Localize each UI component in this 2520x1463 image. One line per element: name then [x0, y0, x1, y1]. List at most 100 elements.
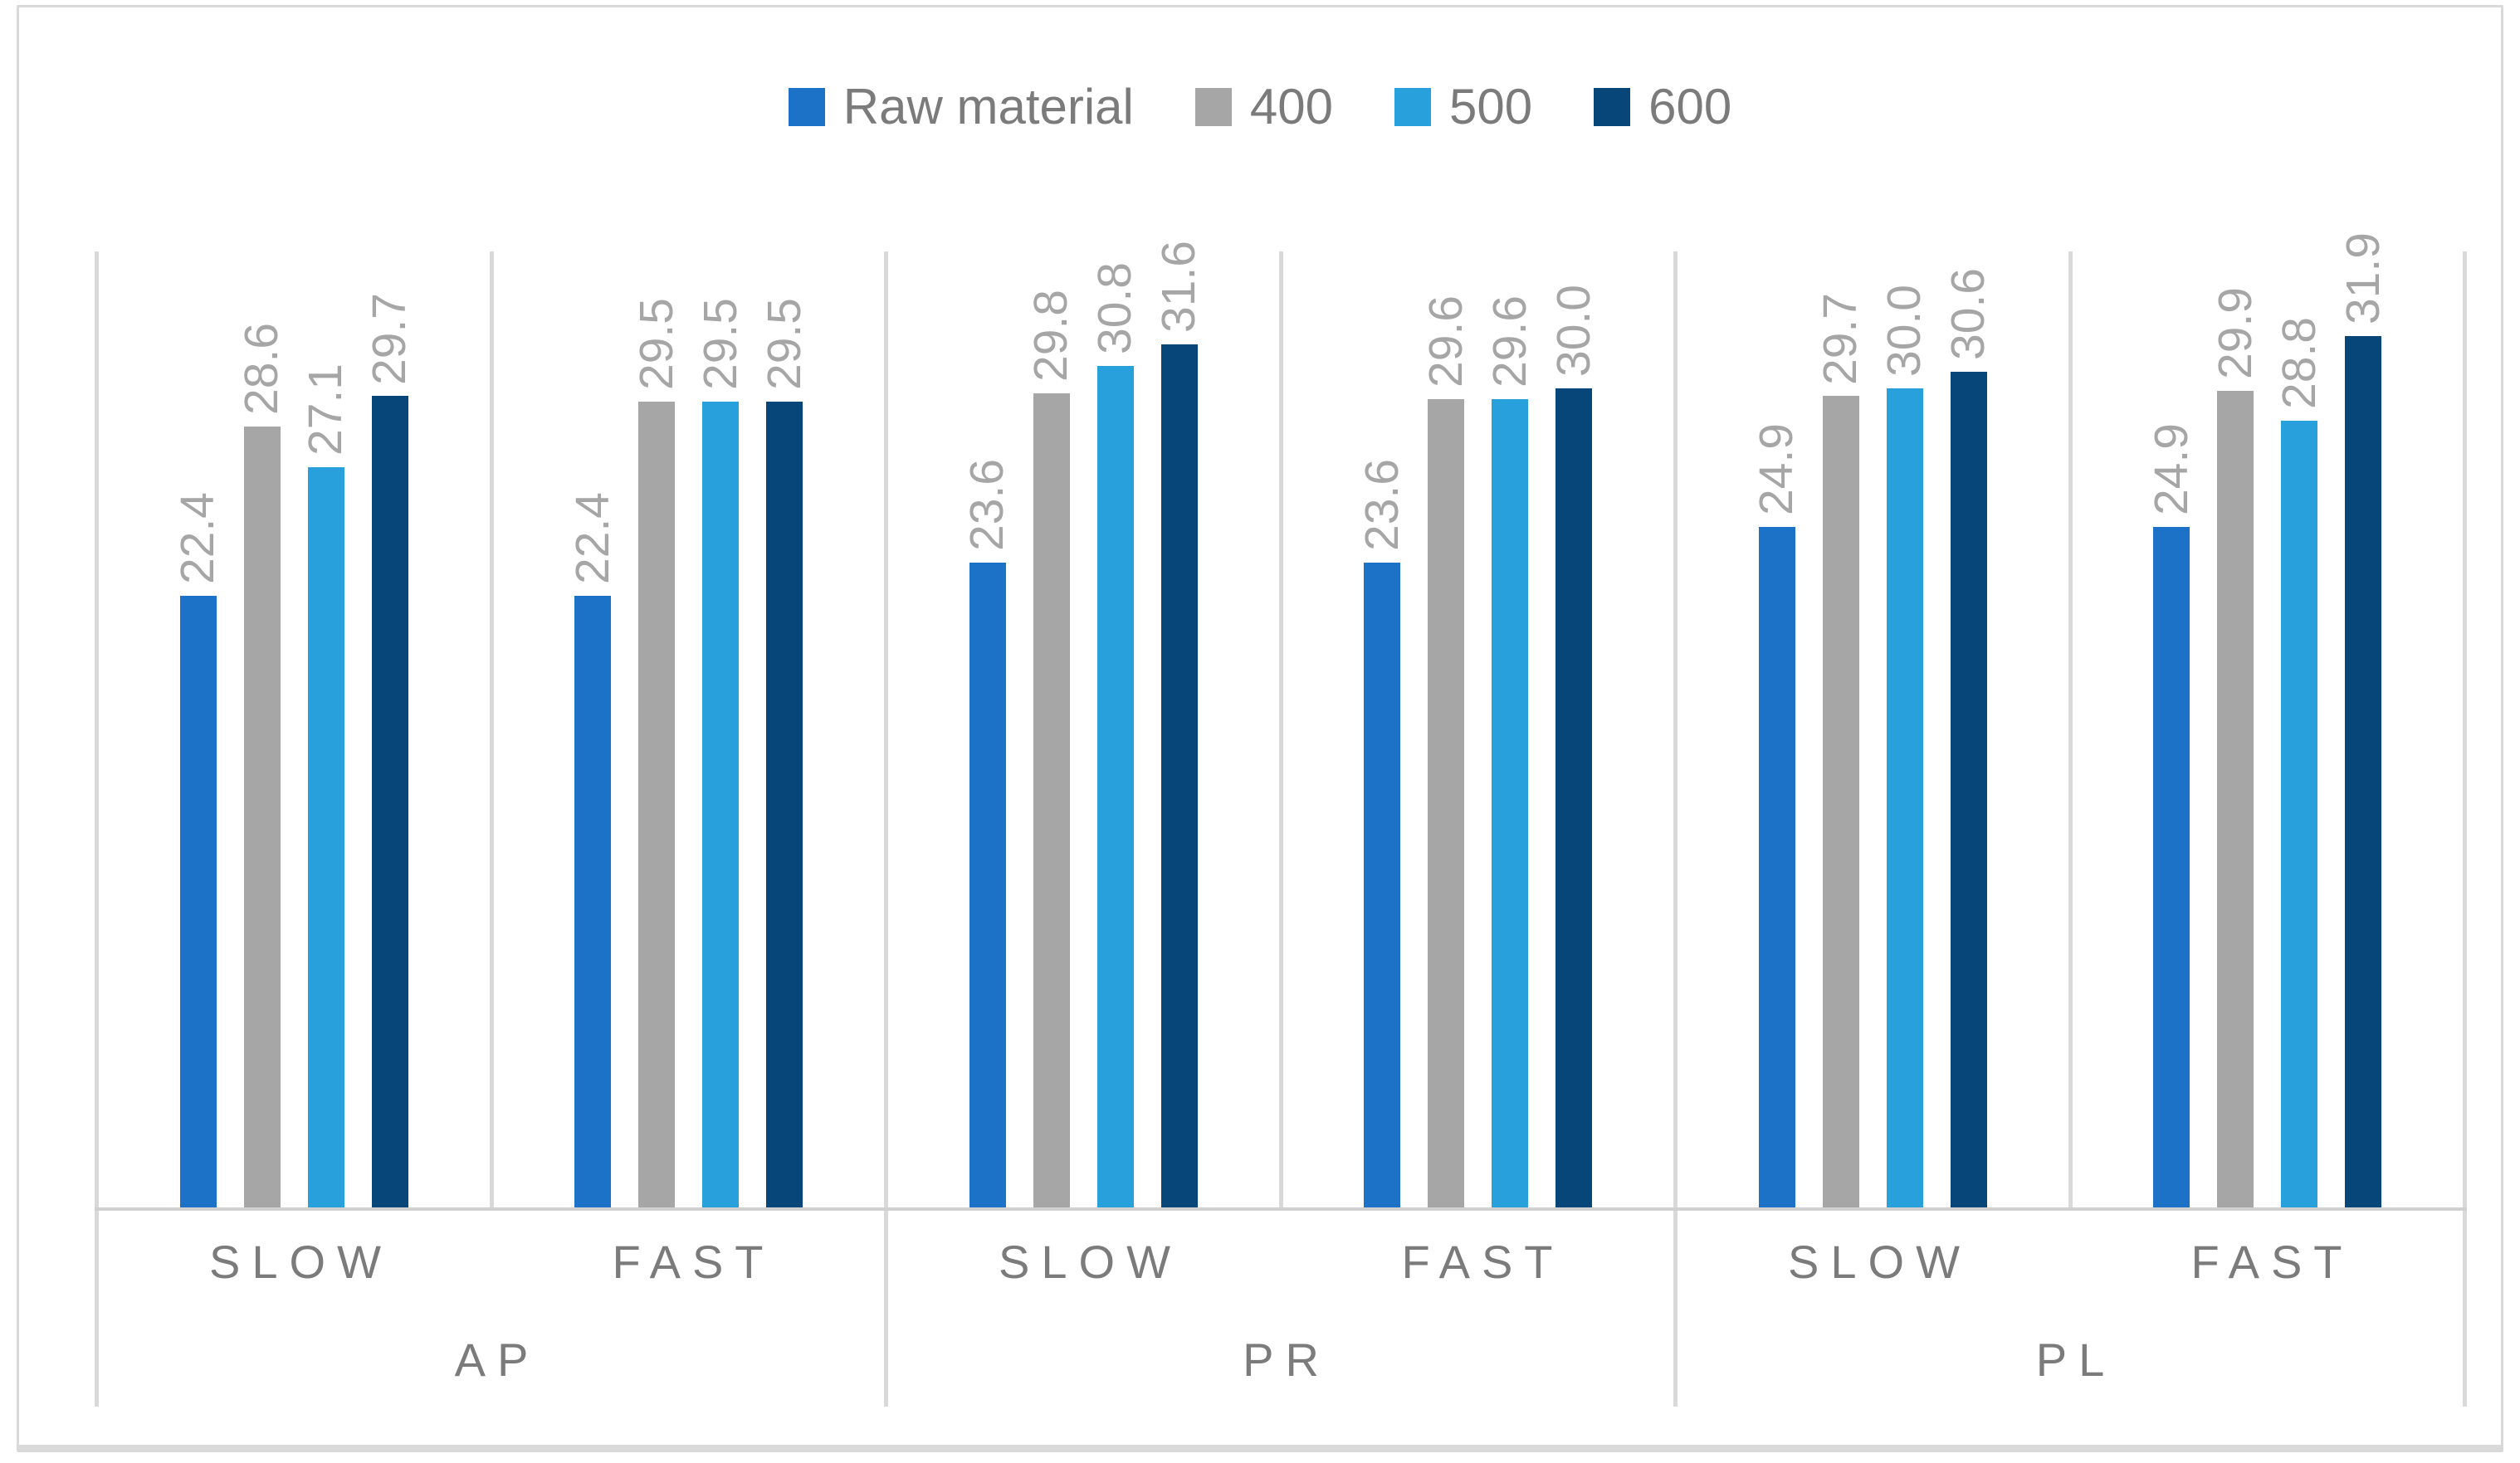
- bar-500: 29.5: [694, 298, 747, 1207]
- bar-value-label-box: 22.4: [171, 492, 224, 584]
- bar-value-label-box: 29.9: [2209, 287, 2262, 379]
- bar-raw-material: 24.9: [2145, 423, 2198, 1207]
- bar-value-label-box: 30.0: [1878, 285, 1931, 377]
- bar-value-label: 27.1: [299, 363, 353, 456]
- panel-pl-slow: 24.9 29.7 30.0 30.6: [1673, 251, 2068, 1207]
- legend-item-500: 500: [1394, 78, 1532, 135]
- bar-value-label-box: 31.6: [1152, 241, 1205, 333]
- bar-value-label-box: 23.6: [1355, 459, 1409, 551]
- axis-label-pr-fast: FAST: [1401, 1235, 1565, 1288]
- bar-600: 30.6: [1941, 268, 1995, 1207]
- bar-400: 29.9: [2209, 287, 2262, 1207]
- legend-swatch-400: [1194, 87, 1232, 126]
- bar-value-label-box: 28.8: [2273, 317, 2326, 409]
- bar-value-label: 29.7: [363, 292, 417, 385]
- panel-pr-fast: 23.6 29.6 29.6 30.0: [1278, 251, 1674, 1207]
- bar-600: 31.9: [2337, 232, 2390, 1207]
- axis-label-ap-slow: SLOW: [209, 1235, 393, 1288]
- panel-pl-fast: 24.9 29.9 28.8 31.9: [2068, 232, 2467, 1207]
- axis-label-pl-slow: SLOW: [1788, 1235, 1971, 1288]
- legend-swatch-500: [1394, 87, 1431, 126]
- category-axis: SLOW FAST AP SLOW FAST PR SLOW FAST PL: [95, 1211, 2467, 1407]
- bar-value-label: 22.4: [565, 491, 619, 584]
- bar-value-label-box: 29.6: [1419, 295, 1472, 388]
- bar-value-label: 30.8: [1088, 262, 1142, 355]
- bar-value-label: 29.7: [1814, 292, 1868, 385]
- legend-label: 600: [1648, 79, 1732, 134]
- bar-raw-material: 24.9: [1750, 423, 1803, 1207]
- bar-value-label-box: 24.9: [2145, 423, 2198, 515]
- axis-label-section-pr: PR: [1243, 1333, 1331, 1386]
- bar-400: 29.5: [630, 298, 683, 1207]
- legend-label: Raw material: [842, 79, 1134, 134]
- legend-item-600: 600: [1594, 78, 1731, 135]
- bar-value-label: 28.6: [235, 322, 289, 415]
- bar-value-label-box: 30.8: [1088, 262, 1141, 354]
- bar-400: 28.6: [235, 323, 288, 1207]
- speed-label-row: SLOW FAST: [888, 1211, 1673, 1312]
- axis-label-section-ap: AP: [454, 1333, 540, 1386]
- bar-500: 30.0: [1878, 285, 1931, 1207]
- bar-600: 29.7: [363, 293, 416, 1207]
- bar-value-label-box: 29.5: [630, 298, 683, 390]
- bar-value-label: 29.9: [2208, 286, 2262, 379]
- panel-pr-slow: 23.6 29.8 30.8 31.6: [884, 241, 1279, 1207]
- axis-label-pr-slow: SLOW: [999, 1235, 1182, 1288]
- bar-value-label-box: 29.5: [758, 298, 811, 390]
- bar-raw-material: 22.4: [171, 492, 224, 1207]
- speed-label-row: SLOW FAST: [1678, 1211, 2463, 1312]
- legend-swatch-raw-material: [788, 87, 825, 126]
- axis-section-pr: SLOW FAST PR: [884, 1211, 1673, 1407]
- legend: Raw material 400 500 600: [0, 78, 2520, 135]
- bar-value-label: 24.9: [1750, 423, 1804, 516]
- bar-500: 27.1: [299, 363, 352, 1207]
- bar-value-label-box: 27.1: [299, 363, 352, 456]
- bar-value-label: 31.9: [2336, 232, 2390, 325]
- bar-value-label: 30.0: [1878, 284, 1932, 377]
- bar-value-label: 29.5: [693, 298, 747, 391]
- bar-value-label-box: 23.6: [960, 459, 1013, 551]
- bar-value-label: 30.0: [1546, 284, 1600, 377]
- bar-600: 30.0: [1547, 285, 1600, 1207]
- bar-raw-material: 23.6: [960, 459, 1013, 1207]
- speed-label-row: SLOW FAST: [99, 1211, 884, 1312]
- bar-value-label-box: 29.5: [694, 298, 747, 390]
- axis-section-pl: SLOW FAST PL: [1673, 1211, 2467, 1407]
- bar-value-label-box: 29.8: [1024, 290, 1077, 382]
- bar-value-label-box: 29.7: [363, 293, 416, 385]
- axis-label-section-pl: PL: [2035, 1333, 2117, 1386]
- axis-section-ap: SLOW FAST AP: [95, 1211, 884, 1407]
- legend-label: 500: [1449, 79, 1533, 134]
- bar-value-label: 28.8: [2272, 317, 2326, 410]
- bar-value-label-box: 24.9: [1750, 423, 1803, 515]
- bar-value-label: 31.6: [1152, 240, 1206, 333]
- bar-500: 29.6: [1483, 295, 1536, 1207]
- bar-400: 29.8: [1024, 290, 1077, 1207]
- legend-item-raw-material: Raw material: [788, 78, 1134, 135]
- axis-label-pl-fast: FAST: [2190, 1235, 2354, 1288]
- bar-value-label: 23.6: [1355, 459, 1409, 552]
- bar-value-label: 29.5: [757, 298, 811, 391]
- bar-value-label-box: 28.6: [235, 323, 288, 415]
- plot-area: 22.4 28.6 27.1 29.7 22.4 29.5 29.5 29.5 23.6 29.8…: [95, 232, 2467, 1211]
- bar-value-label: 29.6: [1419, 295, 1472, 388]
- legend-item-400: 400: [1194, 78, 1333, 135]
- bar-raw-material: 22.4: [566, 492, 619, 1207]
- bar-value-label-box: 29.7: [1814, 293, 1867, 385]
- bar-600: 29.5: [758, 298, 811, 1207]
- bar-raw-material: 23.6: [1355, 459, 1409, 1207]
- bar-value-label: 24.9: [2144, 423, 2198, 516]
- bar-value-label: 30.6: [1941, 267, 1995, 360]
- axis-label-ap-fast: FAST: [612, 1235, 775, 1288]
- bar-value-label-box: 30.6: [1941, 268, 1995, 360]
- bar-500: 28.8: [2273, 317, 2326, 1207]
- bar-value-label-box: 30.0: [1547, 285, 1600, 377]
- bar-value-label-box: 31.9: [2337, 232, 2390, 324]
- bar-500: 30.8: [1088, 262, 1141, 1207]
- legend-swatch-600: [1594, 87, 1631, 126]
- panel-ap-fast: 22.4 29.5 29.5 29.5: [489, 251, 885, 1207]
- bar-value-label: 22.4: [171, 491, 225, 584]
- bar-400: 29.6: [1419, 295, 1472, 1207]
- bar-value-label: 29.6: [1482, 295, 1536, 388]
